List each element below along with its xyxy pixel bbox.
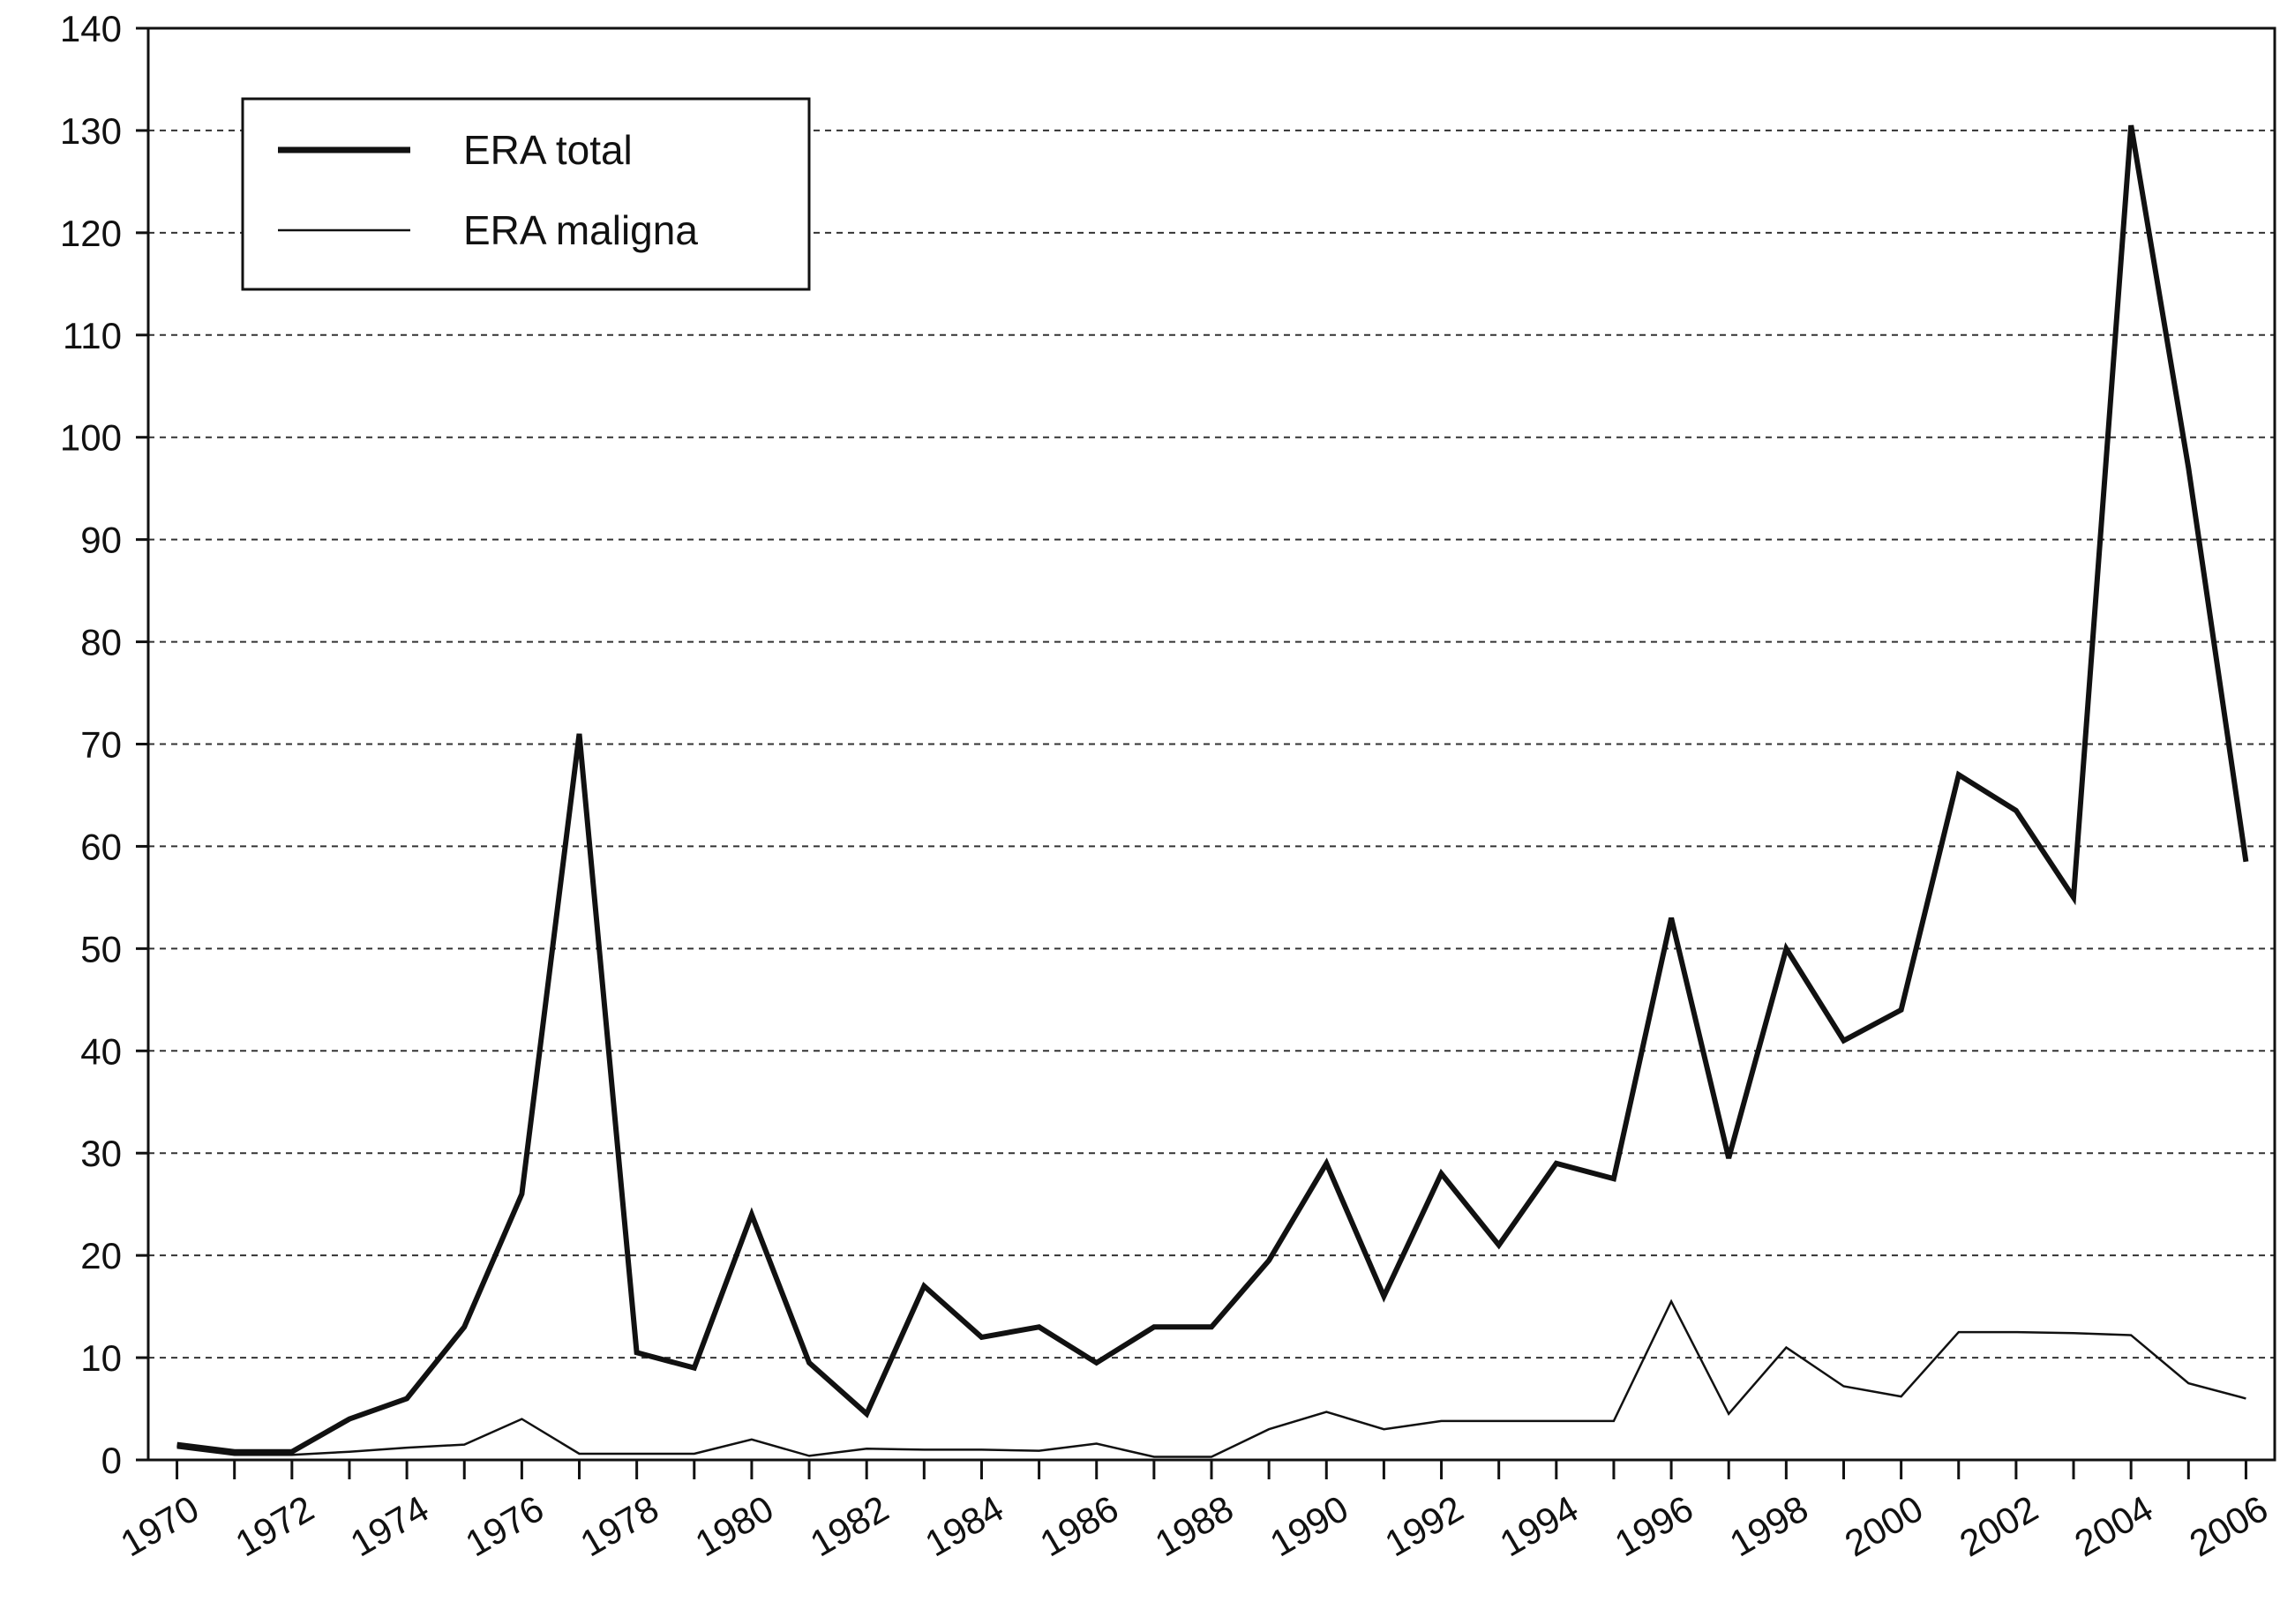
x-tick-label: 1974 — [343, 1487, 435, 1564]
x-tick-label: 1988 — [1148, 1487, 1240, 1564]
y-tick-label: 40 — [80, 1030, 122, 1072]
y-tick-label: 20 — [80, 1235, 122, 1276]
y-tick-label: 70 — [80, 724, 122, 766]
x-tick-label: 1972 — [229, 1487, 320, 1564]
x-tick-label: 2002 — [1953, 1487, 2044, 1564]
x-tick-label: 1986 — [1033, 1487, 1125, 1564]
x-tick-label: 2000 — [1838, 1487, 1930, 1564]
legend-label-era-maligna: ERA maligna — [463, 207, 698, 253]
x-tick-label: 1992 — [1378, 1487, 1470, 1564]
legend-box — [241, 97, 811, 291]
y-tick-label: 90 — [80, 520, 122, 561]
x-tick-label: 1970 — [114, 1487, 206, 1564]
x-tick-label: 1984 — [919, 1487, 1010, 1564]
x-tick-label: 1998 — [1722, 1487, 1814, 1564]
x-tick-label: 1996 — [1608, 1487, 1699, 1564]
y-tick-label: 130 — [60, 110, 122, 152]
x-tick-label: 1990 — [1263, 1487, 1354, 1564]
y-tick-label: 100 — [60, 417, 122, 459]
y-tick-label: 140 — [60, 8, 122, 49]
y-tick-label: 30 — [80, 1133, 122, 1174]
series-line-era-maligna — [176, 1298, 2246, 1458]
x-tick-label: 2004 — [2067, 1487, 2159, 1564]
y-tick-label: 120 — [60, 213, 122, 254]
x-tick-label: 1978 — [574, 1487, 665, 1564]
x-axis-ticks: 1970 1972 1974 1976 1978 1980 1982 1984 1986 1988… — [114, 1460, 2275, 1565]
series-line-era-total — [176, 124, 2249, 1455]
y-axis-ticks: 0 10 20 30 40 50 60 70 80 90 100 110 120 130 140 — [60, 8, 148, 1481]
x-tick-label: 1980 — [688, 1487, 780, 1564]
x-tick-label: 2006 — [2183, 1487, 2275, 1564]
series-lines — [176, 124, 2249, 1458]
y-tick-label: 80 — [80, 622, 122, 663]
x-tick-label: 1976 — [458, 1487, 550, 1564]
y-tick-label: 0 — [101, 1440, 122, 1481]
legend-label-era-total: ERA total — [463, 127, 633, 173]
y-tick-label: 110 — [63, 315, 122, 356]
x-tick-label: 1982 — [803, 1487, 895, 1564]
y-tick-label: 10 — [80, 1337, 122, 1379]
legend: ERA total ERA maligna — [241, 97, 811, 291]
x-tick-label: 1994 — [1493, 1487, 1585, 1564]
gridlines — [148, 129, 2275, 1359]
y-tick-label: 50 — [80, 928, 122, 969]
y-tick-label: 60 — [80, 826, 122, 867]
